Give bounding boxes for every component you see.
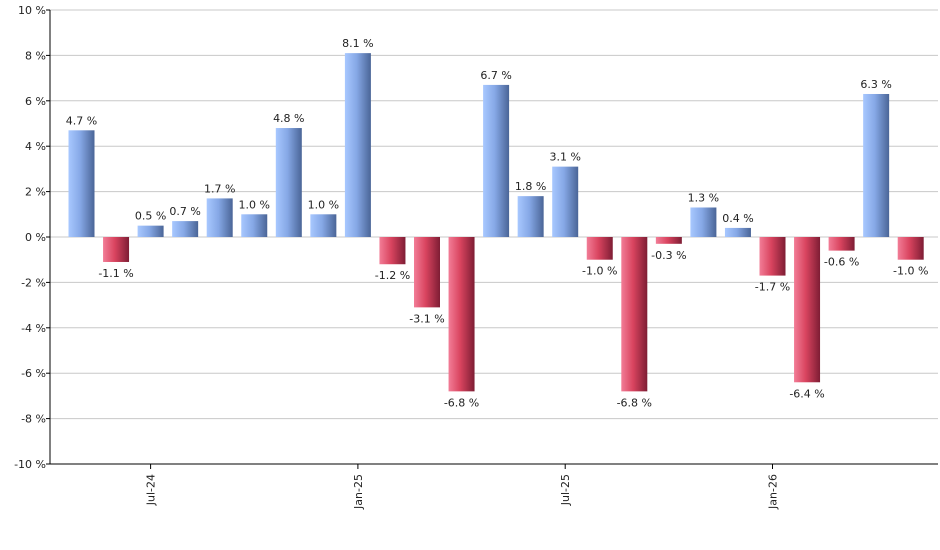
- y-tick-label: 2 %: [25, 186, 46, 199]
- data-label: 1.0 %: [308, 198, 339, 211]
- bar: [552, 166, 579, 237]
- bar: [344, 53, 371, 237]
- bar: [241, 214, 268, 237]
- data-label: 0.7 %: [169, 205, 200, 218]
- x-tick-label: Jul-25: [559, 474, 572, 506]
- bar: [759, 237, 786, 276]
- bar: [448, 237, 475, 392]
- y-tick-label: -8 %: [21, 413, 46, 426]
- y-tick-label: -10 %: [14, 458, 46, 471]
- data-label: 3.1 %: [549, 151, 580, 164]
- data-label: 1.0 %: [239, 198, 270, 211]
- data-label: -1.7 %: [755, 281, 790, 294]
- bar: [172, 221, 199, 237]
- data-label: -1.1 %: [98, 267, 133, 280]
- y-tick-label: 4 %: [25, 140, 46, 153]
- x-tick-label: Jul-24: [145, 474, 158, 506]
- bar: [586, 237, 613, 260]
- data-label: 6.7 %: [480, 69, 511, 82]
- y-axis-ticks: -10 % -8 % -6 % -4 % -2 % 0 % 2 % 4 % 6 % 8 % 10 %: [14, 4, 50, 471]
- axes: [49, 10, 938, 465]
- bars: [68, 53, 924, 392]
- data-label: 1.8 %: [515, 180, 546, 193]
- data-label: 4.7 %: [66, 114, 97, 127]
- x-tick-label: Jan-25: [352, 474, 365, 510]
- bar: [828, 237, 855, 251]
- bar: [863, 93, 890, 238]
- data-label: 0.4 %: [722, 212, 753, 225]
- data-label: 1.7 %: [204, 182, 235, 195]
- data-label: -6.4 %: [789, 387, 824, 400]
- bar: [897, 237, 924, 260]
- data-label: 1.3 %: [688, 191, 719, 204]
- y-tick-label: 10 %: [18, 4, 46, 17]
- bar: [310, 214, 337, 237]
- data-label: 6.3 %: [860, 78, 891, 91]
- y-tick-label: 6 %: [25, 95, 46, 108]
- data-label: -1.2 %: [375, 269, 410, 282]
- y-tick-label: 8 %: [25, 49, 46, 62]
- data-label: 4.8 %: [273, 112, 304, 125]
- bar: [794, 237, 821, 383]
- bar: [621, 237, 648, 392]
- y-tick-label: 0 %: [25, 231, 46, 244]
- bar: [103, 237, 130, 262]
- data-label: -0.6 %: [824, 256, 859, 269]
- bar: [724, 227, 751, 237]
- data-label: 0.5 %: [135, 210, 166, 223]
- y-tick-label: -2 %: [21, 276, 46, 289]
- bar: [655, 237, 682, 244]
- bar: [483, 84, 510, 237]
- bar: [137, 225, 164, 237]
- y-tick-label: -4 %: [21, 322, 46, 335]
- data-label: -6.8 %: [444, 396, 479, 409]
- x-tick-label: Jan-26: [767, 474, 780, 510]
- bar: [517, 196, 544, 237]
- bar: [68, 130, 95, 237]
- y-tick-label: -6 %: [21, 367, 46, 380]
- bar: [379, 237, 406, 265]
- data-label: -1.0 %: [893, 265, 928, 278]
- data-label: -6.8 %: [617, 396, 652, 409]
- data-label: 8.1 %: [342, 37, 373, 50]
- data-labels: 4.7 % -1.1 % 0.5 % 0.7 % 1.7 % 1.0 % 4.8 % 1.0 …: [66, 37, 929, 409]
- x-axis-ticks: Jul-24 Jan-25 Jul-25 Jan-26: [145, 464, 780, 510]
- bar: [206, 198, 233, 237]
- data-label: -0.3 %: [651, 249, 686, 262]
- data-label: -3.1 %: [409, 312, 444, 325]
- bar: [414, 237, 440, 308]
- data-label: -1.0 %: [582, 265, 617, 278]
- bar: [275, 128, 302, 237]
- bar: [690, 207, 717, 237]
